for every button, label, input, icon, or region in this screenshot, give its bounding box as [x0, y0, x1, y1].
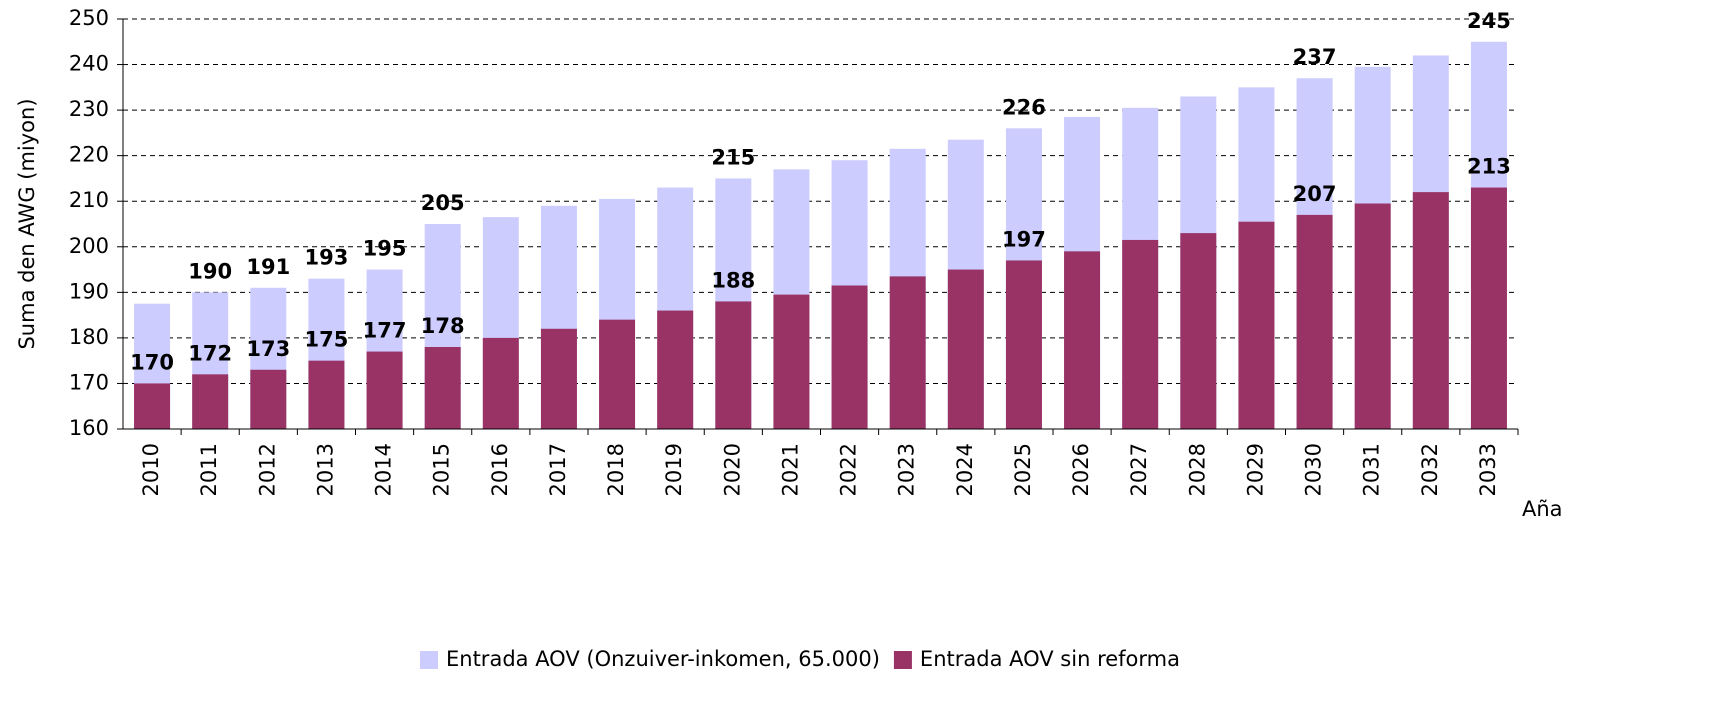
x-tick-label: 2013	[313, 443, 337, 496]
x-tick-label: 2033	[1476, 443, 1500, 496]
legend-swatch	[893, 651, 912, 669]
bar	[657, 310, 694, 429]
bar	[1122, 239, 1159, 429]
x-tick-label: 2012	[255, 443, 279, 496]
bar	[1412, 192, 1449, 429]
legend-label: Entrada AOV sin reforma	[920, 647, 1180, 671]
data-label: 177	[363, 319, 407, 343]
bar	[1005, 260, 1042, 429]
x-tick-label: 2011	[197, 443, 221, 496]
legend-swatch	[420, 651, 438, 669]
x-tick-label: 2014	[372, 443, 396, 496]
data-label: 197	[1002, 227, 1046, 251]
x-tick-label: 2031	[1360, 443, 1384, 496]
bar	[599, 319, 636, 429]
bar	[889, 276, 926, 429]
data-label: 215	[711, 145, 755, 169]
data-label: 188	[711, 268, 755, 292]
bar	[1470, 187, 1507, 429]
x-tick-label: 2020	[720, 443, 744, 496]
bar	[424, 347, 461, 429]
x-tick-label: 2023	[895, 443, 919, 496]
data-label: 195	[363, 237, 407, 261]
y-tick-label: 170	[69, 370, 109, 394]
bar	[366, 351, 403, 429]
bar	[192, 374, 229, 429]
x-tick-label: 2030	[1302, 443, 1326, 496]
data-label: 237	[1293, 45, 1337, 69]
y-tick-label: 240	[69, 52, 109, 76]
data-label: 172	[188, 341, 232, 365]
data-label: 190	[188, 259, 232, 283]
data-label: 175	[305, 328, 349, 352]
x-tick-label: 2032	[1418, 443, 1442, 496]
y-axis-title: Suma den AWG (miyon)	[15, 98, 39, 349]
bar	[1238, 221, 1275, 429]
x-tick-label: 2022	[837, 443, 861, 496]
bar	[540, 328, 577, 429]
y-tick-label: 190	[69, 279, 109, 303]
x-tick-label: 2026	[1069, 443, 1093, 496]
bar	[831, 285, 868, 429]
data-label: 213	[1467, 155, 1511, 179]
x-tick-label: 2024	[953, 443, 977, 496]
x-tick-label: 2015	[430, 443, 454, 496]
data-label: 245	[1467, 9, 1511, 33]
data-label: 173	[246, 337, 290, 361]
bar	[947, 269, 984, 429]
x-tick-label: 2027	[1127, 443, 1151, 496]
data-label: 205	[421, 191, 465, 215]
x-tick-label: 2029	[1243, 443, 1267, 496]
legend-label: Entrada AOV (Onzuiver-inkomen, 65.000)	[446, 647, 880, 671]
data-label: 193	[305, 246, 349, 270]
x-tick-label: 2010	[139, 443, 163, 496]
bar	[1296, 214, 1333, 429]
data-label: 226	[1002, 95, 1046, 119]
bar	[308, 360, 345, 429]
x-tick-label: 2021	[778, 443, 802, 496]
bar	[1064, 251, 1101, 429]
x-axis-title: Aña	[1522, 497, 1563, 521]
data-label: 170	[130, 350, 174, 374]
bar	[134, 383, 171, 429]
data-label: 207	[1293, 182, 1337, 206]
x-tick-label: 2025	[1011, 443, 1035, 496]
bar	[773, 294, 810, 429]
bar	[715, 301, 752, 429]
bar	[250, 369, 287, 429]
y-tick-label: 180	[69, 325, 109, 349]
bar	[1180, 233, 1217, 429]
y-tick-label: 250	[69, 6, 109, 30]
y-tick-label: 200	[69, 234, 109, 258]
y-tick-label: 230	[69, 97, 109, 121]
x-tick-label: 2028	[1185, 443, 1209, 496]
y-tick-label: 160	[69, 416, 109, 440]
y-tick-label: 220	[69, 143, 109, 167]
data-label: 191	[246, 255, 290, 279]
x-tick-label: 2018	[604, 443, 628, 496]
data-label: 178	[421, 314, 465, 338]
y-tick-label: 210	[69, 188, 109, 212]
bar	[1354, 203, 1391, 429]
x-tick-label: 2017	[546, 443, 570, 496]
x-tick-label: 2019	[662, 443, 686, 496]
bar	[482, 337, 519, 429]
x-tick-label: 2016	[488, 443, 512, 496]
